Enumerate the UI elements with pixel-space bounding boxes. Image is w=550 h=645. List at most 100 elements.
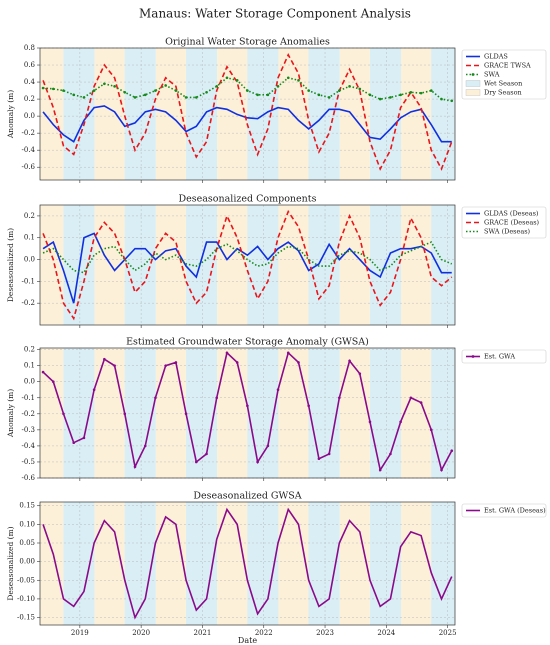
data-point [143,444,147,448]
plot-frame [39,501,456,626]
season-band [431,348,455,478]
legend-box [461,503,547,518]
season-band [401,348,432,478]
season-band [40,48,64,180]
y-axis-label: Deseasonalized (m) [6,228,15,302]
season-band [339,48,370,180]
data-point [338,396,341,400]
data-point [205,452,208,456]
y-tick-label: -0.6 [22,474,36,482]
data-point [154,396,157,400]
season-band [278,348,309,478]
data-point [184,412,188,416]
data-point [409,90,413,94]
season-band [155,48,186,180]
data-point [358,87,362,91]
season-band [401,205,432,325]
series-line [42,241,453,274]
y-tick-label: 0.1 [24,234,35,242]
season-band [155,502,186,625]
data-point [327,452,331,456]
legend-marker [471,73,475,76]
x-tick-label: 2022 [255,629,273,637]
x-tick-label: 2021 [194,629,212,637]
season-band [94,48,125,180]
data-point [348,85,351,88]
data-point [174,361,178,364]
data-point [256,93,259,97]
data-point [286,76,290,80]
season-band [308,502,340,625]
data-point [327,96,331,99]
season-band [217,48,248,180]
data-point [429,89,433,92]
season-band [401,502,432,625]
y-tick-label: 0.05 [19,539,35,547]
season-band [308,348,340,478]
y-tick-label: 0.2 [24,95,35,103]
data-point [307,404,310,408]
season-band [155,348,186,478]
y-tick-label: -0.6 [22,163,36,171]
plot-frame [39,347,456,479]
data-point [113,85,116,88]
data-point [195,96,198,99]
data-point [307,89,310,92]
data-point [235,361,239,364]
series-line [42,232,452,304]
data-point [256,460,259,464]
data-point [440,468,443,472]
y-tick-label: -0.10 [17,595,35,603]
legend-label: SWA [484,71,500,79]
data-point [276,388,280,392]
data-point [399,93,402,97]
legend-label: GLDAS (Deseas) [484,210,539,218]
data-point [184,96,188,99]
data-point [82,436,86,440]
data-point [174,89,178,92]
data-point [92,89,96,92]
data-point [419,401,423,404]
y-tick-label: 0.0 [24,256,35,264]
y-tick-label: 0.2 [24,346,35,354]
data-point [338,89,341,92]
legend-swatch [465,80,481,87]
data-point [399,420,402,424]
season-band [40,348,64,478]
y-tick-label: 0.8 [24,44,35,52]
data-point [297,79,300,82]
season-band [124,348,156,478]
data-point [154,89,157,92]
data-point [368,420,372,424]
data-point [235,79,239,82]
data-point [317,93,321,97]
data-point [195,460,198,464]
legend-label: Wet Season [484,80,522,88]
data-point [389,96,392,99]
season-band [369,48,402,180]
data-point [286,351,290,355]
data-point [266,444,270,448]
y-axis-label: Anomaly (m) [6,389,15,438]
series-line [42,76,452,102]
season-band [431,205,455,325]
data-point [266,93,270,97]
y-tick-label: 0.0 [24,378,35,386]
y-tick-label: -0.2 [22,299,36,307]
data-point [450,449,454,453]
y-axis-label: Anomaly (m) [6,90,15,139]
figure-title: Manaus: Water Storage Component Analysis [139,7,411,21]
y-tick-label: 0.2 [24,212,35,220]
legend-label: GRACE TWSA [484,62,531,70]
data-point [72,441,76,444]
y-tick-label: -0.1 [22,394,36,402]
y-tick-label: -0.2 [22,410,36,418]
data-point [358,372,362,375]
season-band [401,48,432,180]
season-band [369,502,402,625]
x-tick-label: 2025 [439,629,457,637]
legend-box [461,349,547,364]
y-tick-label: 0.15 [19,502,35,510]
legend-label: GLDAS [484,53,508,61]
data-point [317,457,321,461]
